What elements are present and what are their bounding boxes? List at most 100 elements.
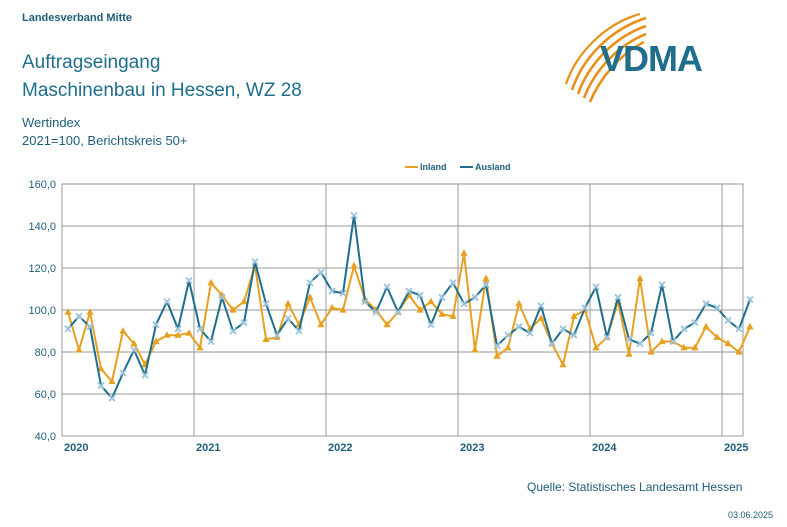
data-point-inland — [130, 339, 138, 347]
y-tick-label: 60,0 — [35, 389, 56, 401]
data-point-inland — [64, 308, 72, 315]
x-tick-label: 2020 — [64, 442, 88, 454]
data-point-ausland — [581, 304, 589, 312]
data-point-inland — [724, 339, 732, 347]
data-point-ausland — [339, 289, 347, 297]
data-point-inland — [746, 322, 754, 330]
data-point-ausland — [449, 279, 457, 287]
data-point-ausland — [317, 268, 325, 276]
data-point-inland — [86, 308, 94, 315]
data-point-ausland — [735, 325, 743, 333]
y-tick-label: 80,0 — [35, 347, 56, 359]
data-point-ausland — [592, 283, 600, 291]
data-point-ausland — [691, 318, 699, 327]
data-point-inland — [537, 314, 545, 321]
data-point-ausland — [427, 321, 435, 329]
vdma-logo: VDMA — [600, 38, 703, 79]
data-point-inland — [691, 343, 699, 351]
data-point-ausland — [152, 321, 160, 329]
data-point-inland — [592, 343, 600, 351]
data-point-inland — [163, 331, 171, 338]
chart-legend: Inland Ausland — [405, 162, 511, 172]
data-point-ausland — [75, 312, 83, 320]
data-point-ausland — [207, 337, 215, 346]
data-point-inland — [240, 297, 248, 305]
chart-series — [64, 211, 754, 402]
data-point-inland — [493, 352, 501, 359]
data-point-ausland — [130, 346, 138, 354]
data-point-ausland — [493, 342, 501, 350]
date-label: 03.06.2025 — [728, 510, 774, 520]
series-line-ausland — [67, 214, 751, 400]
data-point-inland — [152, 337, 160, 345]
data-point-ausland — [746, 295, 754, 304]
chart-title-line2: Maschinenbau in Hessen, WZ 28 — [22, 80, 302, 101]
data-point-ausland — [229, 327, 237, 335]
data-point-ausland — [284, 314, 292, 323]
data-point-inland — [625, 350, 633, 357]
x-tick-label: 2021 — [196, 442, 220, 454]
data-point-ausland — [240, 318, 248, 327]
data-point-ausland — [405, 287, 413, 295]
data-point-inland — [504, 343, 512, 351]
y-tick-label: 40,0 — [35, 431, 56, 443]
y-tick-label: 100,0 — [28, 305, 56, 317]
y-tick-label: 160,0 — [28, 179, 56, 191]
data-point-inland — [449, 312, 457, 319]
data-point-inland — [328, 303, 336, 311]
vdma-logo-swoosh-icon — [564, 12, 647, 103]
data-point-inland — [658, 337, 666, 345]
data-point-ausland — [141, 371, 149, 379]
data-point-ausland — [97, 381, 105, 390]
data-point-ausland — [515, 323, 523, 331]
data-point-ausland — [504, 331, 512, 339]
data-point-ausland — [64, 325, 72, 333]
data-point-inland — [262, 335, 270, 342]
unit-label: Wertindex — [22, 115, 81, 130]
base-label: 2021=100, Berichtskreis 50+ — [22, 133, 188, 148]
data-point-ausland — [108, 394, 116, 402]
data-point-inland — [75, 345, 83, 353]
data-point-inland — [647, 348, 655, 355]
data-point-ausland — [86, 323, 94, 331]
data-point-inland — [427, 297, 435, 305]
data-point-ausland — [361, 297, 369, 306]
y-tick-label: 120,0 — [28, 263, 56, 275]
line-chart: 40,0 60,0 80,0 100,0 120,0 140,0 160,0 2020 202… — [28, 162, 754, 454]
data-point-ausland — [438, 293, 446, 302]
data-point-inland — [306, 293, 314, 300]
data-point-inland — [284, 299, 292, 307]
data-point-ausland — [416, 291, 424, 299]
data-point-inland — [438, 310, 446, 317]
data-point-ausland — [394, 308, 402, 316]
y-tick-label: 140,0 — [28, 221, 56, 233]
source-note: Quelle: Statistisches Landesamt Hessen — [527, 480, 743, 494]
data-point-ausland — [625, 335, 633, 344]
data-point-ausland — [372, 308, 380, 316]
data-point-ausland — [482, 281, 490, 289]
data-point-inland — [713, 333, 721, 340]
data-point-ausland — [680, 325, 688, 333]
data-point-inland — [471, 345, 479, 353]
data-point-inland — [515, 299, 523, 307]
data-point-ausland — [119, 369, 127, 377]
data-point-ausland — [163, 297, 171, 306]
data-point-inland — [119, 327, 127, 334]
data-point-ausland — [262, 300, 270, 308]
data-point-inland — [482, 274, 490, 282]
data-point-inland — [636, 274, 644, 282]
organization-label: Landesverband Mitte — [22, 12, 133, 24]
data-point-ausland — [196, 325, 204, 333]
data-point-ausland — [559, 325, 567, 333]
data-point-ausland — [713, 304, 721, 312]
data-point-inland — [108, 377, 116, 384]
data-point-inland — [317, 320, 325, 328]
legend-inland-label: Inland — [420, 162, 447, 172]
data-point-inland — [97, 364, 105, 372]
data-point-ausland — [658, 281, 666, 289]
data-point-ausland — [460, 300, 468, 308]
data-point-ausland — [636, 339, 644, 348]
data-point-ausland — [603, 333, 611, 341]
data-point-ausland — [471, 293, 479, 302]
data-point-ausland — [273, 331, 281, 339]
